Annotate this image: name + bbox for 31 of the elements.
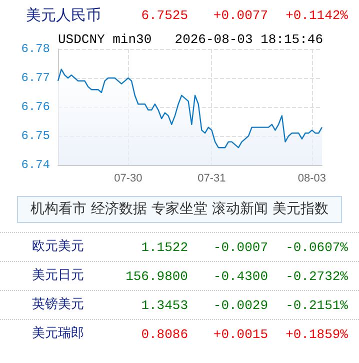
text: -0.0607% (286, 240, 348, 255)
x-tick-label: 08-03 (298, 172, 326, 184)
text: -0.2151% (286, 298, 348, 313)
text: 6.7525 (141, 8, 188, 23)
text: 英镑美元 (32, 297, 84, 312)
chart-title: 美元人民币 (26, 6, 101, 24)
chart-subtitle: USDCNY min30 (58, 32, 152, 47)
text: +0.1142% (286, 8, 348, 23)
y-tick-label: 6.74 (21, 158, 50, 172)
y-tick-label: 6.75 (21, 129, 50, 143)
y-tick-label: 6.76 (21, 100, 50, 114)
text: 1.3453 (141, 298, 188, 313)
x-tick-label: 07-31 (198, 172, 226, 184)
x-tick-label: 07-30 (114, 172, 142, 184)
y-tick-label: 6.78 (21, 42, 50, 56)
text: -0.0007 (213, 240, 268, 255)
text: -0.4300 (213, 269, 268, 284)
y-tick-label: 6.77 (21, 71, 50, 85)
text: 美元日元 (32, 268, 84, 283)
text: 1.1522 (141, 240, 188, 255)
text: -0.2732% (286, 269, 348, 284)
text: +0.1859% (286, 327, 348, 342)
text: 美元瑞郎 (32, 326, 84, 341)
text: 156.9800 (126, 269, 188, 284)
text: 0.8086 (141, 327, 188, 342)
text: 欧元美元 (32, 239, 84, 254)
text: +0.0015 (213, 327, 268, 342)
text: +0.0077 (213, 8, 268, 23)
text: 2026-08-03 18:15:46 (174, 32, 323, 47)
text: 机构看市 经济数据 专家坐堂 滚动新闻 美元指数 (30, 201, 328, 217)
text: -0.0029 (213, 298, 268, 313)
